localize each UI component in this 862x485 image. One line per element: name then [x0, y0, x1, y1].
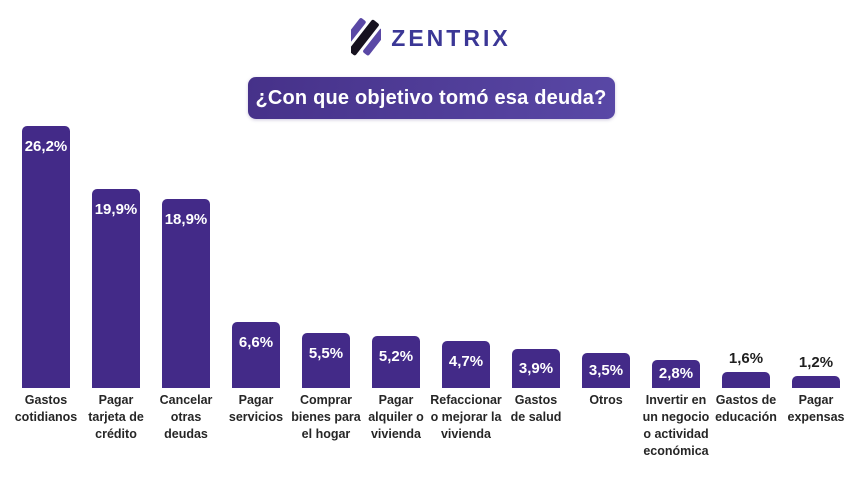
category-label: Gastos de salud [501, 392, 571, 460]
value-label: 5,5% [308, 345, 344, 362]
category-label-text: Cancelar otras deudas [159, 393, 213, 441]
bar-column: 3,9% [501, 349, 571, 388]
category-label-text: Refaccionar o mejorar la vivienda [430, 393, 502, 441]
category-label: Pagar alquiler o vivienda [361, 392, 431, 460]
category-label: Pagar expensas [781, 392, 851, 460]
category-label: Otros [571, 392, 641, 460]
category-label-text: Pagar alquiler o vivienda [368, 393, 424, 441]
category-label-text: Gastos cotidianos [14, 393, 78, 424]
value-label: 1,6% [728, 350, 764, 367]
value-label: 6,6% [238, 334, 274, 351]
category-label-text: Pagar expensas [787, 393, 845, 424]
category-label-text: Gastos de educación [715, 393, 777, 424]
bar-column: 26,2% [11, 126, 81, 388]
category-labels: Gastos cotidianos Pagar tarjeta de crédit… [11, 392, 851, 460]
category-label: Pagar servicios [221, 392, 291, 460]
category-label: Pagar tarjeta de crédito [81, 392, 151, 460]
value-label: 1,2% [798, 354, 834, 371]
category-label-text: Comprar bienes para el hogar [291, 393, 361, 441]
category-label: Comprar bienes para el hogar [291, 392, 361, 460]
value-label: 18,9% [164, 211, 208, 228]
chart-title: ¿Con que objetivo tomó esa deuda? [255, 86, 607, 109]
bar: 3,9% [512, 349, 560, 388]
category-label: Gastos cotidianos [11, 392, 81, 460]
brand-header: ZENTRIX [0, 0, 862, 62]
bar: 19,9% [92, 189, 140, 388]
bar-column: 6,6% [221, 322, 291, 388]
value-label: 3,9% [518, 359, 554, 377]
bar: 4,7% [442, 341, 490, 388]
category-label: Invertir en un negocio o actividad econó… [641, 392, 711, 460]
category-label: Gastos de educación [711, 392, 781, 460]
bar-chart: 26,2% 19,9% 18,9% 6,6% 5,5% 5,2% 4,7% 3,9% 3,5% 2… [11, 126, 851, 388]
category-label: Cancelar otras deudas [151, 392, 221, 460]
category-label-text: Pagar tarjeta de crédito [88, 393, 144, 441]
value-label: 4,7% [448, 353, 484, 370]
bar-column: 5,5% [291, 333, 361, 388]
bar-column: 1,2% [781, 355, 851, 388]
bar: 6,6% [232, 322, 280, 388]
bar-column: 3,5% [571, 353, 641, 388]
value-label: 3,5% [588, 361, 624, 379]
zentrix-logo-icon [351, 18, 382, 56]
category-label-text: Invertir en un negocio o actividad econó… [642, 393, 710, 458]
bar-column: 1,6% [711, 351, 781, 388]
bar-column: 4,7% [431, 341, 501, 388]
bar: 5,5% [302, 333, 350, 388]
category-label: Refaccionar o mejorar la vivienda [430, 392, 502, 460]
bar: 26,2% [22, 126, 70, 388]
value-label: 19,9% [94, 201, 138, 218]
bar: 1,6% [722, 351, 770, 388]
brand-wordmark: ZENTRIX [391, 24, 511, 51]
bar-column: 5,2% [361, 336, 431, 388]
bar-column: 2,8% [641, 360, 711, 388]
bar: 1,2% [792, 355, 840, 388]
bar: 2,8% [652, 360, 700, 388]
chart-title-banner: ¿Con que objetivo tomó esa deuda? [247, 77, 615, 119]
value-label: 2,8% [658, 365, 694, 382]
value-label: 26,2% [24, 138, 68, 155]
bar: 18,9% [162, 199, 210, 388]
bar: 5,2% [372, 336, 420, 388]
bar-column: 19,9% [81, 189, 151, 388]
category-label-text: Pagar servicios [228, 393, 284, 424]
bar-column: 18,9% [151, 199, 221, 388]
category-label-text: Otros [589, 393, 623, 407]
category-label-text: Gastos de salud [510, 393, 562, 424]
bar: 3,5% [582, 353, 630, 388]
value-label: 5,2% [378, 348, 414, 365]
